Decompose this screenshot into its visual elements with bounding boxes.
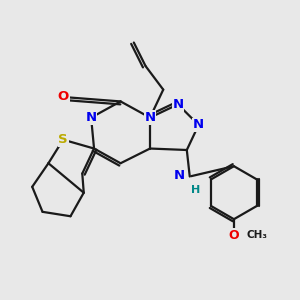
- Text: N: N: [172, 98, 184, 111]
- Text: O: O: [58, 91, 69, 103]
- Text: N: N: [144, 111, 156, 124]
- Text: N: N: [85, 111, 97, 124]
- Text: N: N: [173, 169, 184, 182]
- Text: O: O: [229, 229, 239, 242]
- Text: CH₃: CH₃: [246, 230, 267, 240]
- Text: N: N: [193, 118, 204, 131]
- Text: S: S: [58, 133, 68, 146]
- Text: H: H: [191, 185, 200, 195]
